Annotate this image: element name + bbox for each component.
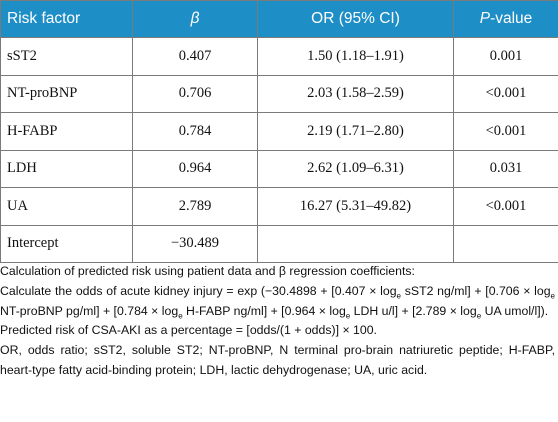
formula-sub-b: e xyxy=(550,291,555,301)
cell-or: 2.03 (1.58–2.59) xyxy=(257,74,454,113)
cell-beta: 0.706 xyxy=(132,74,258,113)
table-footnotes: Calculation of predicted risk using pati… xyxy=(0,262,555,381)
formula-sub-a: e xyxy=(396,291,401,301)
cell-or xyxy=(257,224,454,263)
formula-part-f: UA umol/l]). xyxy=(481,303,549,318)
formula-sub-d: e xyxy=(345,311,351,321)
cell-factor: UA xyxy=(0,187,133,226)
cell-or: 2.62 (1.09–6.31) xyxy=(257,149,454,188)
cell-beta: 2.789 xyxy=(132,187,258,226)
header-or-ci: OR (95% CI) xyxy=(257,0,454,38)
formula-part-a: Calculate the odds of acute kidney injur… xyxy=(0,283,397,298)
formula-part-b: sST2 ng/ml] + [0.706 × log xyxy=(400,283,551,298)
header-beta: β xyxy=(132,0,258,38)
header-p-value: P-value xyxy=(453,0,558,38)
cell-p: <0.001 xyxy=(453,74,558,113)
footnote-abbreviations: OR, odds ratio; sST2, soluble ST2; NT-pr… xyxy=(0,343,555,377)
cell-p: 0.031 xyxy=(453,149,558,188)
risk-factor-table: Risk factor β OR (95% CI) P-value sST2 0… xyxy=(0,0,558,263)
cell-beta: 0.407 xyxy=(132,37,258,76)
formula-part-d: H-FABP ng/ml] + [0.964 × log xyxy=(182,303,346,318)
footnote-predicted-risk: Predicted risk of CSA-AKI as a percentag… xyxy=(0,323,377,338)
formula-part-c: NT-proBNP pg/ml] + [0.784 × log xyxy=(0,303,179,318)
table-row: sST2 0.407 1.50 (1.18–1.91) 0.001 xyxy=(0,37,558,76)
cell-p xyxy=(453,224,558,263)
footnote-calculation-intro: Calculation of predicted risk using pati… xyxy=(0,264,415,278)
table-row: H-FABP 0.784 2.19 (1.71–2.80) <0.001 xyxy=(0,112,558,151)
cell-p: <0.001 xyxy=(453,112,558,151)
cell-factor: H-FABP xyxy=(0,112,133,151)
formula-sub-e: e xyxy=(476,311,482,321)
table-row: Intercept −30.489 xyxy=(0,224,558,263)
header-beta-symbol: β xyxy=(190,10,200,27)
table-header-row: Risk factor β OR (95% CI) P-value xyxy=(0,0,558,38)
header-p-suffix: -value xyxy=(490,10,533,27)
cell-or: 1.50 (1.18–1.91) xyxy=(257,37,454,76)
header-risk-factor: Risk factor xyxy=(0,0,133,38)
table-row: LDH 0.964 2.62 (1.09–6.31) 0.031 xyxy=(0,149,558,188)
table-row: NT-proBNP 0.706 2.03 (1.58–2.59) <0.001 xyxy=(0,74,558,113)
cell-p: <0.001 xyxy=(453,187,558,226)
cell-p: 0.001 xyxy=(453,37,558,76)
table-row: UA 2.789 16.27 (5.31–49.82) <0.001 xyxy=(0,187,558,226)
formula-sub-c: e xyxy=(178,311,183,321)
cell-factor: LDH xyxy=(0,149,133,188)
cell-beta: −30.489 xyxy=(132,224,258,263)
cell-or: 16.27 (5.31–49.82) xyxy=(257,187,454,226)
cell-factor: Intercept xyxy=(0,224,133,263)
cell-beta: 0.964 xyxy=(132,149,258,188)
cell-or: 2.19 (1.71–2.80) xyxy=(257,112,454,151)
cell-factor: sST2 xyxy=(0,37,133,76)
header-p-letter: P xyxy=(479,10,491,27)
formula-part-e: LDH u/l] + [2.789 × log xyxy=(350,303,477,318)
cell-factor: NT-proBNP xyxy=(0,74,133,113)
cell-beta: 0.784 xyxy=(132,112,258,151)
footnote-odds-formula: Calculate the odds of acute kidney injur… xyxy=(0,282,555,322)
